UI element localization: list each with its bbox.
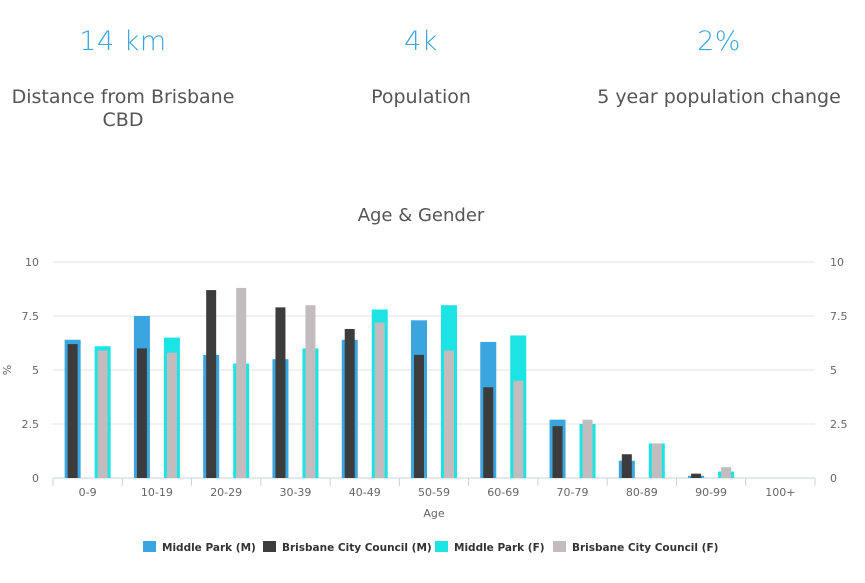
bar-brisbane-city-council-m — [344, 328, 355, 478]
stat-label: Distance from Brisbane CBD — [11, 86, 235, 131]
y-tick-label-left: 5 — [32, 364, 39, 377]
x-tick-label: 100+ — [765, 486, 795, 499]
stat-value: 2% — [697, 26, 741, 57]
y-tick-label-right: 10 — [830, 256, 844, 269]
bar-brisbane-city-council-f — [582, 419, 593, 478]
bar-brisbane-city-council-f — [305, 305, 316, 478]
bar-brisbane-city-council-m — [67, 344, 78, 478]
y-tick-label-left: 7.5 — [22, 310, 40, 323]
x-tick-label: 50-59 — [418, 486, 450, 499]
x-tick-label: 40-49 — [349, 486, 381, 499]
legend-swatch — [435, 541, 448, 552]
bar-brisbane-city-council-m — [136, 348, 147, 478]
legend-swatch — [553, 541, 566, 552]
stat-label: 5 year population change — [597, 86, 841, 108]
bar-brisbane-city-council-m — [483, 387, 494, 478]
bar-brisbane-city-council-m — [275, 307, 286, 478]
legend-label[interactable]: Middle Park (F) — [454, 542, 545, 554]
legend-swatch — [263, 541, 276, 552]
bar-brisbane-city-council-f — [374, 322, 385, 478]
x-tick-label: 60-69 — [487, 486, 519, 499]
bar-brisbane-city-council-f — [513, 380, 524, 478]
legend-swatch — [143, 541, 156, 552]
x-tick-label: 90-99 — [695, 486, 727, 499]
x-tick-label: 20-29 — [210, 486, 242, 499]
chart-grid — [53, 261, 815, 479]
stat-population: 4k Population — [291, 24, 551, 109]
bar-brisbane-city-council-m — [691, 473, 702, 478]
stat-value: 14 km — [79, 26, 167, 57]
stat-population-change: 2% 5 year population change — [589, 24, 849, 109]
chart-axes: 0 0 2.5 2.5 5 5 7.5 7.5 10 10 0-9 10-19 20-29 30-39 40… — [22, 256, 848, 499]
y-tick-label-left: 10 — [25, 256, 39, 269]
bar-brisbane-city-council-f — [236, 287, 247, 478]
stat-value: 4k — [404, 26, 438, 57]
stat-label: Population — [371, 86, 471, 108]
chart-legend: Middle Park (M) Brisbane City Council (M)… — [143, 541, 718, 554]
x-tick-label: 80-89 — [626, 486, 658, 499]
bar-brisbane-city-council-f — [651, 443, 662, 478]
bar-brisbane-city-council-m — [552, 426, 563, 478]
y-tick-label-right: 0 — [830, 472, 837, 485]
y-tick-label-left: 2.5 — [22, 418, 40, 431]
bar-brisbane-city-council-f — [166, 352, 177, 478]
y-tick-label-right: 7.5 — [830, 310, 848, 323]
y-tick-label-right: 2.5 — [830, 418, 848, 431]
legend-label[interactable]: Middle Park (M) — [162, 542, 256, 554]
x-tick-label: 0-9 — [79, 486, 97, 499]
bar-brisbane-city-council-m — [414, 354, 424, 478]
chart-title: Age & Gender — [358, 205, 485, 226]
legend-label[interactable]: Brisbane City Council (M) — [282, 542, 432, 554]
y-tick-label-right: 5 — [830, 364, 837, 377]
chart-bars — [64, 287, 735, 478]
bar-brisbane-city-council-f — [721, 467, 732, 478]
x-tick-label: 70-79 — [557, 486, 589, 499]
x-axis-label: Age — [423, 507, 445, 520]
y-axis-label: % — [1, 365, 14, 375]
bar-brisbane-city-council-f — [444, 350, 454, 478]
x-tick-label: 10-19 — [141, 486, 173, 499]
bar-brisbane-city-council-f — [97, 350, 108, 478]
bar-brisbane-city-council-m — [206, 290, 217, 478]
x-tick-label: 30-39 — [279, 486, 311, 499]
legend-label[interactable]: Brisbane City Council (F) — [572, 542, 718, 554]
y-tick-label-left: 0 — [32, 472, 39, 485]
stat-distance: 14 km Distance from Brisbane CBD — [0, 24, 253, 132]
bar-brisbane-city-council-m — [621, 454, 632, 478]
